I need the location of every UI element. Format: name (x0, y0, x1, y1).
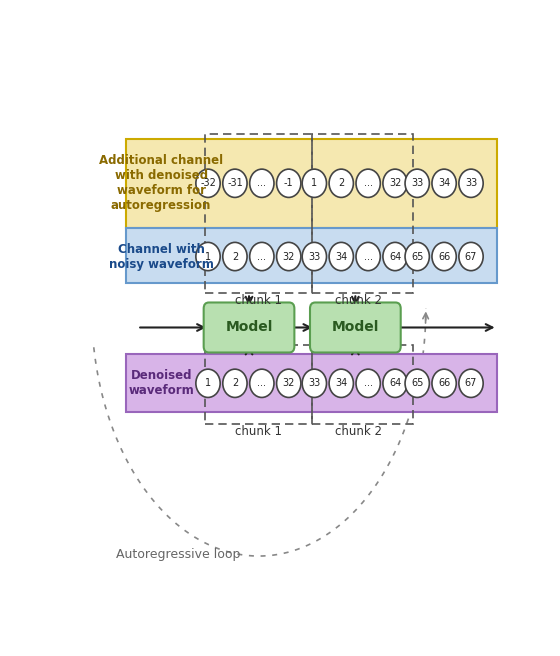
Circle shape (356, 242, 380, 271)
Text: 64: 64 (389, 251, 401, 262)
Text: 66: 66 (438, 379, 450, 388)
Text: chunk 1: chunk 1 (235, 294, 282, 307)
Text: ...: ... (363, 178, 372, 188)
Circle shape (459, 169, 483, 197)
Circle shape (432, 369, 456, 398)
Circle shape (329, 242, 353, 271)
Circle shape (277, 369, 301, 398)
Text: 33: 33 (411, 178, 423, 188)
Bar (127, 228, 497, 283)
Circle shape (302, 169, 326, 197)
Circle shape (356, 369, 380, 398)
Circle shape (383, 242, 407, 271)
Circle shape (196, 242, 220, 271)
Text: 2: 2 (338, 178, 344, 188)
Text: 65: 65 (411, 379, 423, 388)
Circle shape (356, 169, 380, 197)
Text: 32: 32 (389, 178, 402, 188)
Text: 34: 34 (438, 178, 450, 188)
Circle shape (383, 369, 407, 398)
Circle shape (405, 169, 430, 197)
Bar (204, 134, 312, 293)
Circle shape (302, 242, 326, 271)
Text: ...: ... (258, 251, 267, 262)
Text: 64: 64 (389, 379, 401, 388)
Circle shape (277, 242, 301, 271)
FancyBboxPatch shape (310, 302, 401, 352)
Circle shape (250, 242, 274, 271)
Text: 1: 1 (205, 251, 211, 262)
Text: chunk 1: chunk 1 (235, 424, 282, 438)
Text: 33: 33 (308, 379, 320, 388)
Circle shape (250, 369, 274, 398)
Text: 32: 32 (283, 251, 295, 262)
Circle shape (405, 369, 430, 398)
Bar (127, 354, 497, 412)
Text: 1: 1 (311, 178, 318, 188)
Text: -1: -1 (284, 178, 293, 188)
Bar (312, 134, 413, 293)
Text: 32: 32 (283, 379, 295, 388)
Text: 33: 33 (308, 251, 320, 262)
Text: Model: Model (225, 321, 273, 335)
Text: -31: -31 (227, 178, 243, 188)
Circle shape (196, 169, 220, 197)
Text: -32: -32 (200, 178, 216, 188)
Circle shape (432, 169, 456, 197)
Circle shape (459, 242, 483, 271)
Text: chunk 2: chunk 2 (335, 424, 382, 438)
Text: Denoised
waveform: Denoised waveform (128, 369, 194, 397)
Circle shape (250, 169, 274, 197)
Circle shape (196, 369, 220, 398)
Circle shape (329, 169, 353, 197)
Text: Additional channel
with denoised
waveform for
autoregression: Additional channel with denoised wavefor… (99, 154, 223, 213)
Text: 2: 2 (232, 251, 238, 262)
Text: ...: ... (363, 251, 372, 262)
Text: 33: 33 (465, 178, 477, 188)
Text: Autoregressive loop: Autoregressive loop (116, 548, 241, 561)
Circle shape (223, 369, 247, 398)
FancyBboxPatch shape (204, 302, 295, 352)
Text: 66: 66 (438, 251, 450, 262)
Text: chunk 2: chunk 2 (335, 294, 382, 307)
Circle shape (329, 369, 353, 398)
Circle shape (277, 169, 301, 197)
Text: ...: ... (258, 178, 267, 188)
Circle shape (223, 242, 247, 271)
Circle shape (223, 169, 247, 197)
Circle shape (432, 242, 456, 271)
Text: Channel with
noisy waveform: Channel with noisy waveform (109, 243, 213, 270)
Circle shape (405, 242, 430, 271)
Circle shape (383, 169, 407, 197)
Text: Model: Model (332, 321, 379, 335)
Text: 34: 34 (335, 251, 347, 262)
Text: 67: 67 (465, 379, 477, 388)
Text: ...: ... (363, 379, 372, 388)
Bar (312, 346, 413, 424)
Text: ...: ... (258, 379, 267, 388)
Circle shape (459, 369, 483, 398)
Circle shape (302, 369, 326, 398)
Text: 2: 2 (232, 379, 238, 388)
Bar (204, 346, 312, 424)
Text: 34: 34 (335, 379, 347, 388)
Bar (127, 139, 497, 228)
Text: 65: 65 (411, 251, 423, 262)
Text: 67: 67 (465, 251, 477, 262)
Text: 1: 1 (205, 379, 211, 388)
